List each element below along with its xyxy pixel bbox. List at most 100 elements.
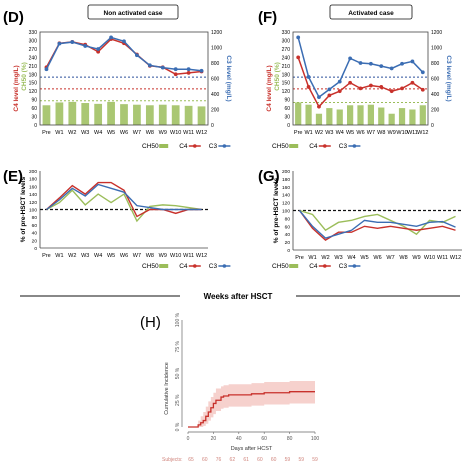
series-point-c4 (379, 85, 384, 89)
y-tick-label: 80 (285, 216, 291, 222)
x-tick-label: Pre (294, 130, 303, 136)
y-tick-label: 100 (29, 208, 37, 214)
ch50-bar (409, 109, 416, 125)
y-right-tick-label: 1200 (431, 30, 442, 36)
x-tick-label: W8 (146, 130, 154, 136)
ch50-bar (305, 104, 312, 125)
legend-marker-c3 (352, 144, 357, 148)
y-right-tick-label: 400 (431, 92, 440, 98)
x-tick-label: 80 (287, 436, 293, 442)
y-tick-label: 80 (32, 215, 38, 221)
x-tick-label: W8 (399, 255, 407, 261)
x-tick-label: W10 (396, 130, 407, 136)
series-point-c4 (410, 80, 415, 85)
x-tick-label: W6 (373, 255, 381, 261)
x-tick-label: W2 (68, 130, 76, 136)
x-tick-label: W7 (133, 130, 141, 136)
y-tick-label: 180 (282, 177, 290, 183)
legend-label-ch50: CH50 (142, 263, 159, 270)
y-left2-axis-title: CH50 (%) (21, 62, 28, 91)
series-point-c4 (296, 55, 301, 60)
legend-label-c3: C3 (339, 143, 348, 150)
ch50-bar (336, 109, 343, 125)
y-tick-label: 40 (285, 232, 291, 238)
x-tick-label: W5 (360, 255, 368, 261)
x-tick-label: W12 (450, 255, 461, 261)
case-badge (87, 4, 179, 20)
ch50-bar (367, 104, 374, 125)
x-tick-label: W8 (377, 130, 385, 136)
y-left-tick-label: 210 (29, 64, 38, 70)
series-point-c3 (109, 35, 113, 40)
x-tick-label: 20 (211, 436, 217, 442)
y-right-tick-label: 600 (431, 77, 440, 83)
legend-marker-c3 (222, 264, 227, 268)
series-point-c3 (337, 79, 342, 84)
subjects-label: Subjects: (162, 457, 183, 463)
y-tick-label: 25 % (175, 394, 181, 406)
ch50-bar (295, 102, 302, 125)
x-tick-label: W1 (304, 130, 312, 136)
series-point-c3 (83, 44, 88, 48)
series-point-c4 (337, 89, 342, 94)
x-tick-label: W4 (94, 130, 102, 136)
x-tick-label: 100 (311, 436, 320, 442)
series-point-c3 (186, 67, 191, 72)
x-tick-label: 60 (261, 436, 267, 442)
legend-marker-c3 (352, 264, 357, 268)
y-tick-label: 200 (29, 169, 37, 175)
series-point-c4 (186, 70, 191, 75)
ch50-bar (94, 103, 103, 125)
subject-count: 61 (243, 457, 249, 463)
y-left-tick-label: 300 (282, 38, 291, 44)
x-tick-label: W1 (55, 253, 63, 259)
legend-label-ch50: CH50 (272, 143, 289, 150)
subject-count: 60 (271, 457, 277, 463)
y-tick-label: 100 (282, 209, 290, 215)
series-point-c4 (400, 86, 404, 91)
y-left-tick-label: 240 (29, 55, 38, 61)
x-tick-label: W4 (94, 253, 102, 259)
y-left-tick-label: 90 (31, 98, 37, 104)
y-right-tick-label: 1000 (431, 46, 442, 52)
series-line-ch50 (299, 209, 456, 236)
confidence-band (188, 380, 315, 427)
panel-letter: (E) (3, 168, 23, 185)
series-point-c3 (317, 95, 321, 99)
panel-letter: (H) (140, 314, 161, 331)
ch50-bar (326, 108, 333, 125)
y-tick-label: 160 (282, 185, 290, 191)
x-tick-label: W9 (159, 253, 167, 259)
y-tick-label: 60 (32, 223, 38, 229)
x-tick-label: W2 (315, 130, 323, 136)
series-line-ch50 (46, 189, 202, 223)
y-left-tick-label: 0 (34, 123, 37, 129)
subject-count: 60 (257, 457, 263, 463)
y-left-tick-label: 120 (29, 89, 38, 95)
series-point-c4 (317, 104, 321, 109)
legend-marker-c4 (323, 264, 327, 268)
series-line-c3 (298, 210, 456, 239)
y-tick-label: 20 (32, 238, 38, 244)
y-right-tick-label: 800 (211, 61, 220, 67)
x-tick-label: W4 (347, 255, 355, 261)
y-tick-label: 0 (287, 248, 290, 254)
series-point-c3 (327, 87, 332, 92)
x-tick-label: W1 (55, 130, 63, 136)
legend-label-c4: C4 (309, 263, 318, 270)
y-left-tick-label: 90 (284, 98, 290, 104)
y-tick-label: 200 (282, 169, 290, 175)
ch50-bar (158, 104, 167, 125)
ch50-bar (171, 105, 180, 125)
series-point-c3 (389, 66, 394, 71)
ch50-bar (357, 105, 364, 125)
x-tick-label: W12 (196, 253, 207, 259)
legend-label-c4: C4 (179, 143, 188, 150)
subject-count: 59 (298, 457, 304, 463)
legend-mid-right: CH50 C4 C3 (272, 263, 361, 270)
y-left-tick-label: 330 (282, 30, 291, 36)
x-tick-label: W6 (120, 130, 128, 136)
subject-count: 59 (312, 457, 318, 463)
y-tick-label: 20 (285, 240, 291, 246)
y-axis-title: % of pre-HSCT levels (273, 177, 280, 243)
